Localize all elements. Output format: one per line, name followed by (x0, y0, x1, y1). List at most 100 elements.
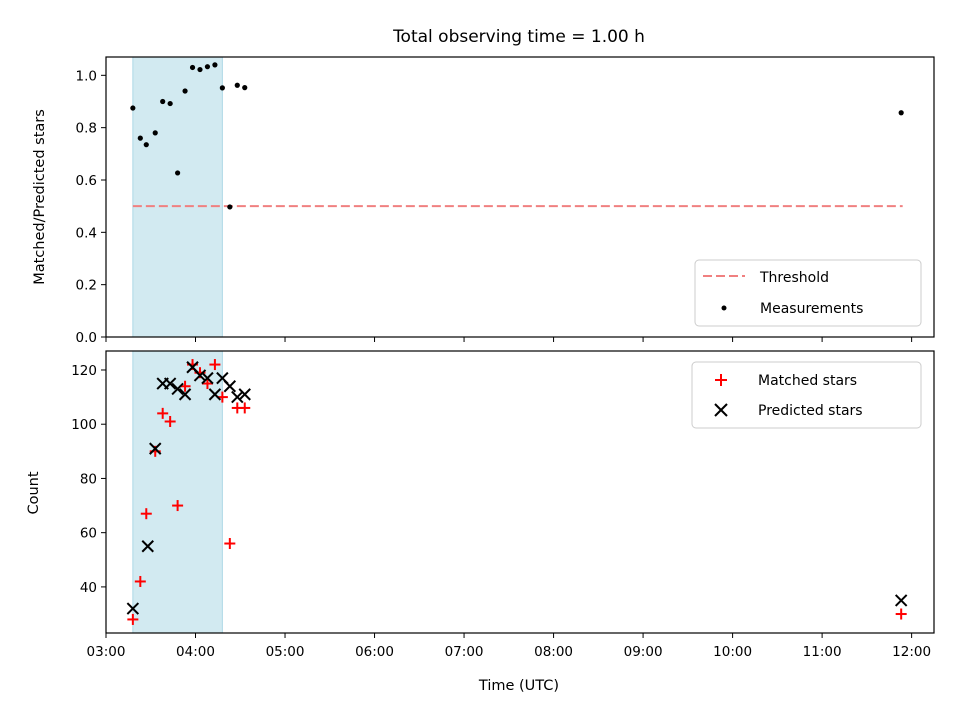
x-tick-label: 04:00 (176, 644, 215, 660)
legend-measurements-label: Measurements (760, 301, 863, 317)
legend-matched-marker (715, 374, 727, 386)
predicted-star-point (171, 382, 184, 396)
measurement-point (182, 88, 188, 94)
top-y-tick-label: 0.2 (76, 278, 97, 294)
measurement-point (227, 204, 233, 210)
bottom-y-tick-label: 100 (71, 417, 97, 433)
matched-star-point (164, 416, 176, 427)
predicted-marker-b (193, 369, 207, 382)
predicted-star-point (141, 540, 154, 553)
top-panel: 0.0 0.2 0.4 0.6 0.8 1.0 Matched/Predicted sta… (32, 56, 935, 346)
matched-star-point (209, 359, 221, 371)
predicted-star-point (231, 390, 244, 404)
top-y-axis-label: Matched/Predicted stars (32, 109, 48, 285)
measurement-point (130, 105, 136, 111)
top-y-tick-label: 0.0 (76, 330, 97, 346)
predicted-marker-b (238, 388, 251, 401)
predicted-star-point (178, 388, 192, 401)
measurement-point (212, 62, 218, 68)
measurement-point (234, 82, 240, 88)
x-tick-label: 09:00 (624, 644, 663, 660)
top-y-tick-label: 0.6 (76, 173, 97, 189)
bottom-y-tick-label: 120 (71, 363, 97, 379)
predicted-marker-b (216, 371, 229, 385)
measurement-point (160, 98, 166, 105)
measurement-point (219, 85, 225, 91)
bottom-y-tick-label: 40 (80, 580, 97, 596)
predicted-star-point (894, 594, 908, 607)
measurement-point (898, 110, 904, 116)
top-observing-span (132, 56, 223, 338)
bottom-x-ticks: 03:00 04:00 05:00 06:00 07:00 08:00 09:00 10:00… (87, 633, 931, 660)
predicted-star-point (193, 369, 207, 382)
measurement-point (175, 170, 181, 176)
predicted-marker-b (208, 388, 222, 401)
predicted-marker-b (223, 380, 237, 393)
matched-star-point (172, 500, 184, 512)
measurement-point (152, 130, 158, 136)
legend-matched-label: Matched stars (758, 373, 857, 389)
top-measurement-points (130, 62, 904, 210)
top-y-tick-label: 0.8 (76, 121, 97, 137)
matched-star-point (224, 538, 236, 550)
x-tick-label: 07:00 (445, 644, 484, 660)
matched-star-point (239, 402, 251, 414)
predicted-marker-b (186, 361, 199, 374)
predicted-marker-b (126, 602, 140, 615)
top-legend: Threshold Measurements (694, 259, 922, 327)
predicted-star-point (208, 388, 222, 401)
matched-star-point (201, 378, 213, 390)
bottom-y-tick-label: 80 (80, 471, 97, 487)
legend-predicted-label: Predicted stars (758, 403, 863, 419)
predicted-marker-b (894, 594, 908, 607)
matched-star-point (127, 613, 139, 625)
bottom-y-ticks: 40 60 80 100 120 (71, 363, 106, 596)
top-y-tick-label: 1.0 (76, 68, 97, 84)
chart-title: Total observing time = 1.00 h (392, 27, 645, 47)
top-legend-box (694, 259, 922, 327)
x-tick-label: 12:00 (892, 644, 931, 660)
bottom-star-points (126, 359, 908, 625)
legend-measurement-marker (721, 305, 727, 311)
measurement-point (197, 66, 203, 73)
predicted-star-point (163, 377, 177, 390)
top-axes-frame (105, 56, 935, 338)
x-tick-label: 03:00 (87, 644, 126, 660)
measurement-point (143, 142, 149, 148)
top-y-tick-label: 0.4 (76, 225, 97, 241)
bottom-legend-box (691, 361, 922, 429)
measurement-point (242, 85, 248, 91)
matched-star-point (134, 575, 146, 587)
bottom-y-tick-label: 60 (80, 526, 97, 542)
predicted-star-point (223, 380, 237, 393)
predicted-marker-b (141, 540, 154, 553)
bottom-axes-frame (105, 350, 935, 634)
measurement-point (189, 64, 196, 71)
x-tick-label: 05:00 (266, 644, 305, 660)
bottom-panel: 40 60 80 100 120 03:00 04:00 05:00 06:00 07:00 08… (26, 350, 935, 694)
x-tick-label: 08:00 (534, 644, 573, 660)
predicted-marker-b (149, 442, 162, 455)
measurement-point (204, 64, 211, 70)
measurement-point (167, 100, 173, 107)
predicted-star-point (149, 442, 162, 455)
bottom-legend: Matched stars Predicted stars (691, 361, 922, 429)
observing-window-span (132, 350, 223, 634)
predicted-marker-b (163, 377, 177, 390)
matched-star-point (140, 508, 152, 520)
x-tick-label: 06:00 (355, 644, 394, 660)
predicted-marker-b (171, 382, 184, 396)
predicted-marker-b (231, 390, 244, 404)
predicted-marker-b (201, 371, 214, 385)
x-tick-label: 11:00 (803, 644, 842, 660)
legend-predicted-marker (714, 403, 728, 417)
observing-window-span (132, 56, 223, 338)
legend-threshold-label: Threshold (759, 270, 829, 286)
matched-star-point (895, 608, 907, 620)
matched-star-point (157, 407, 169, 419)
predicted-marker-b (178, 388, 192, 401)
x-tick-label: 10:00 (713, 644, 752, 660)
predicted-star-point (201, 371, 214, 385)
